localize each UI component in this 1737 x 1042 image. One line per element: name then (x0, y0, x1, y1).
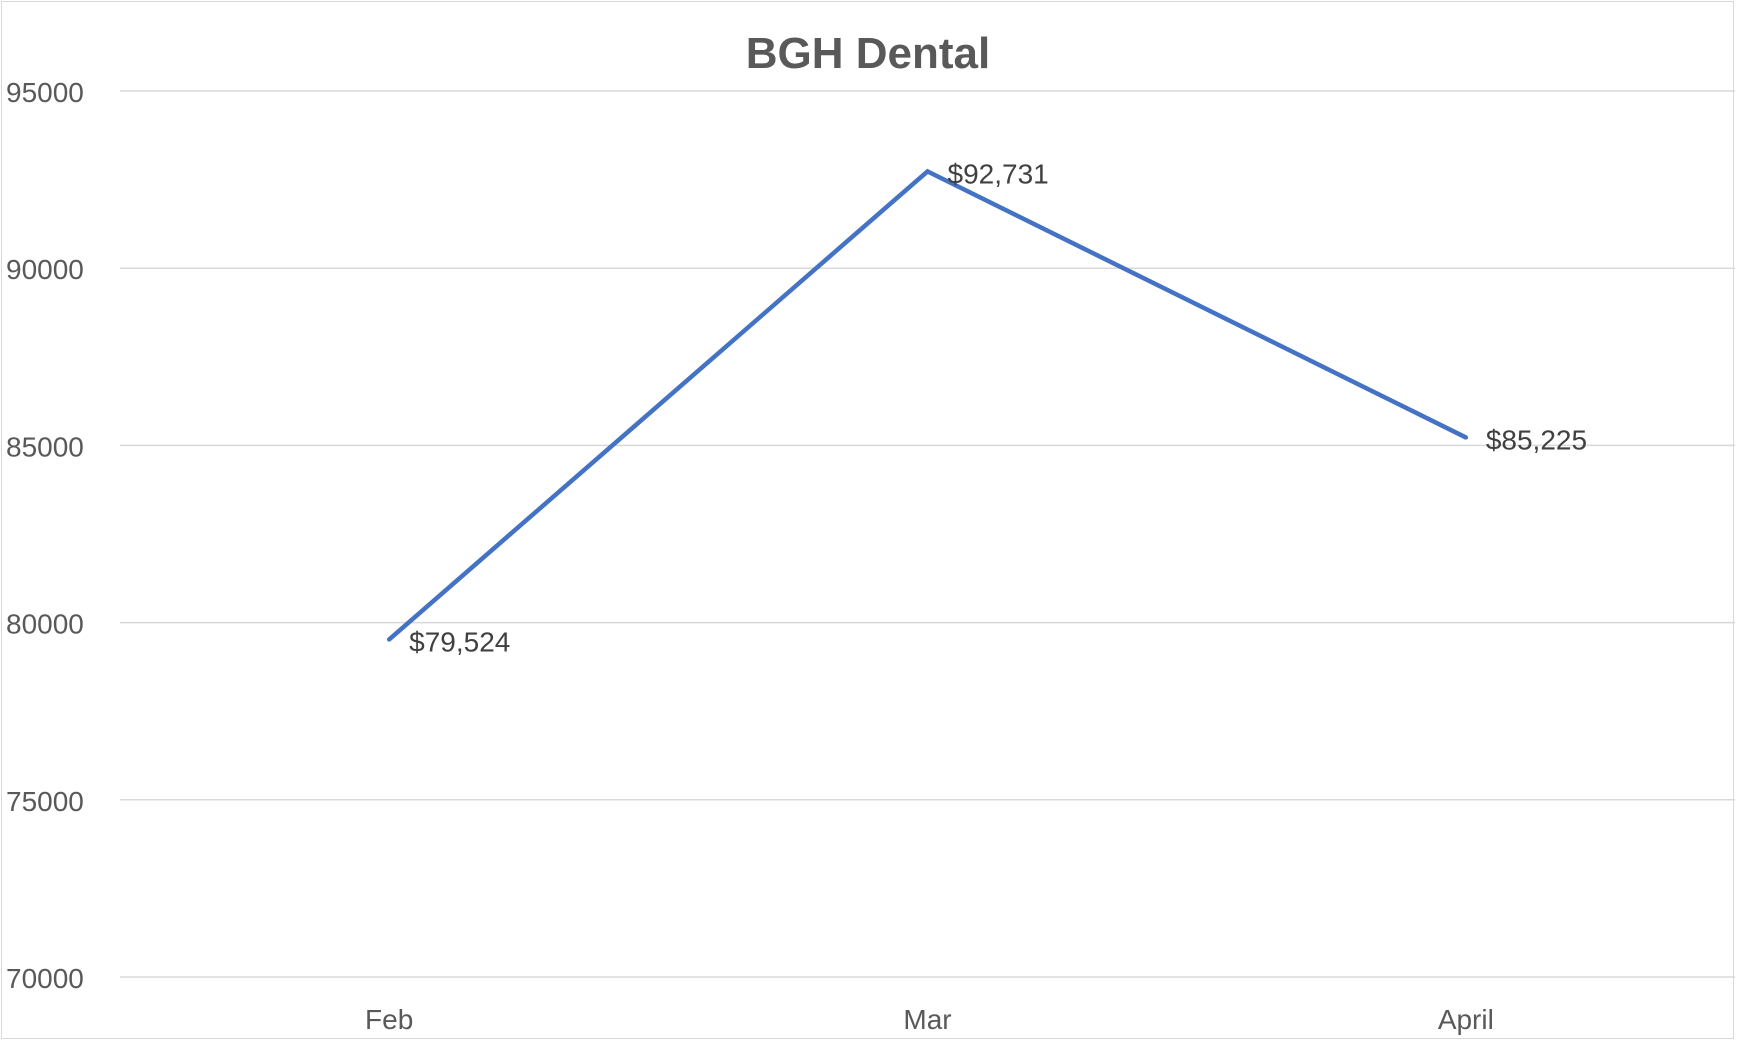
series-layer (386, 168, 1469, 642)
data-label: $92,731 (948, 158, 1049, 189)
x-tick-label: Mar (903, 1004, 951, 1035)
data-labels: $79,524 $92,731 $85,225 (409, 158, 1587, 657)
data-label: $79,524 (409, 626, 510, 657)
x-axis-tick-labels: Feb Mar April (365, 1004, 1494, 1035)
y-tick-label: 95000 (6, 77, 84, 108)
data-point (386, 637, 392, 642)
chart-title: BGH Dental (746, 29, 990, 78)
x-tick-label: April (1438, 1004, 1494, 1035)
y-tick-label: 85000 (6, 431, 84, 462)
gridlines (120, 90, 1735, 978)
data-point (1463, 435, 1469, 440)
y-tick-label: 90000 (6, 254, 84, 285)
y-tick-label: 70000 (6, 963, 84, 994)
data-label: $85,225 (1486, 424, 1587, 455)
series-line (387, 168, 1467, 642)
y-tick-label: 80000 (6, 609, 84, 640)
x-tick-label: Feb (365, 1004, 413, 1035)
data-point (925, 169, 930, 174)
y-axis-tick-labels: 70000 75000 80000 85000 90000 95000 (6, 77, 84, 994)
y-tick-label: 75000 (6, 786, 84, 817)
